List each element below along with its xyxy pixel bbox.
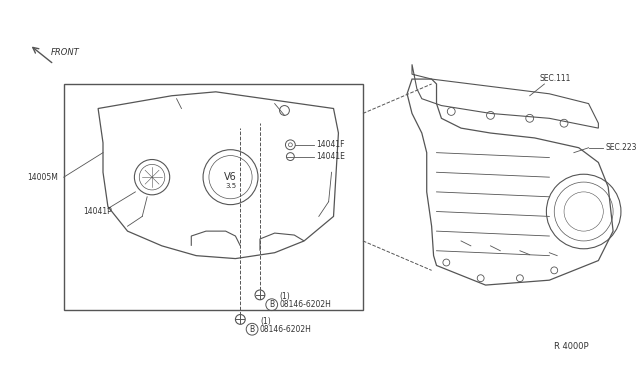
Text: 08146-6202H: 08146-6202H	[280, 300, 332, 309]
Text: 14041E: 14041E	[316, 152, 345, 161]
Text: SEC.223: SEC.223	[605, 143, 637, 152]
Text: 14041F: 14041F	[316, 140, 344, 149]
Text: V6: V6	[224, 172, 237, 182]
Text: (1): (1)	[260, 317, 271, 326]
FancyBboxPatch shape	[64, 84, 363, 310]
Text: B: B	[250, 325, 255, 334]
Text: 14005M: 14005M	[28, 173, 58, 182]
Text: 14041P: 14041P	[83, 207, 112, 216]
Text: SEC.111: SEC.111	[540, 74, 571, 83]
Text: 08146-6202H: 08146-6202H	[260, 325, 312, 334]
Text: (1): (1)	[280, 292, 291, 301]
Text: B: B	[269, 300, 275, 309]
Text: R 4000P: R 4000P	[554, 342, 589, 352]
Text: FRONT: FRONT	[51, 48, 80, 57]
Text: 3.5: 3.5	[225, 183, 236, 189]
